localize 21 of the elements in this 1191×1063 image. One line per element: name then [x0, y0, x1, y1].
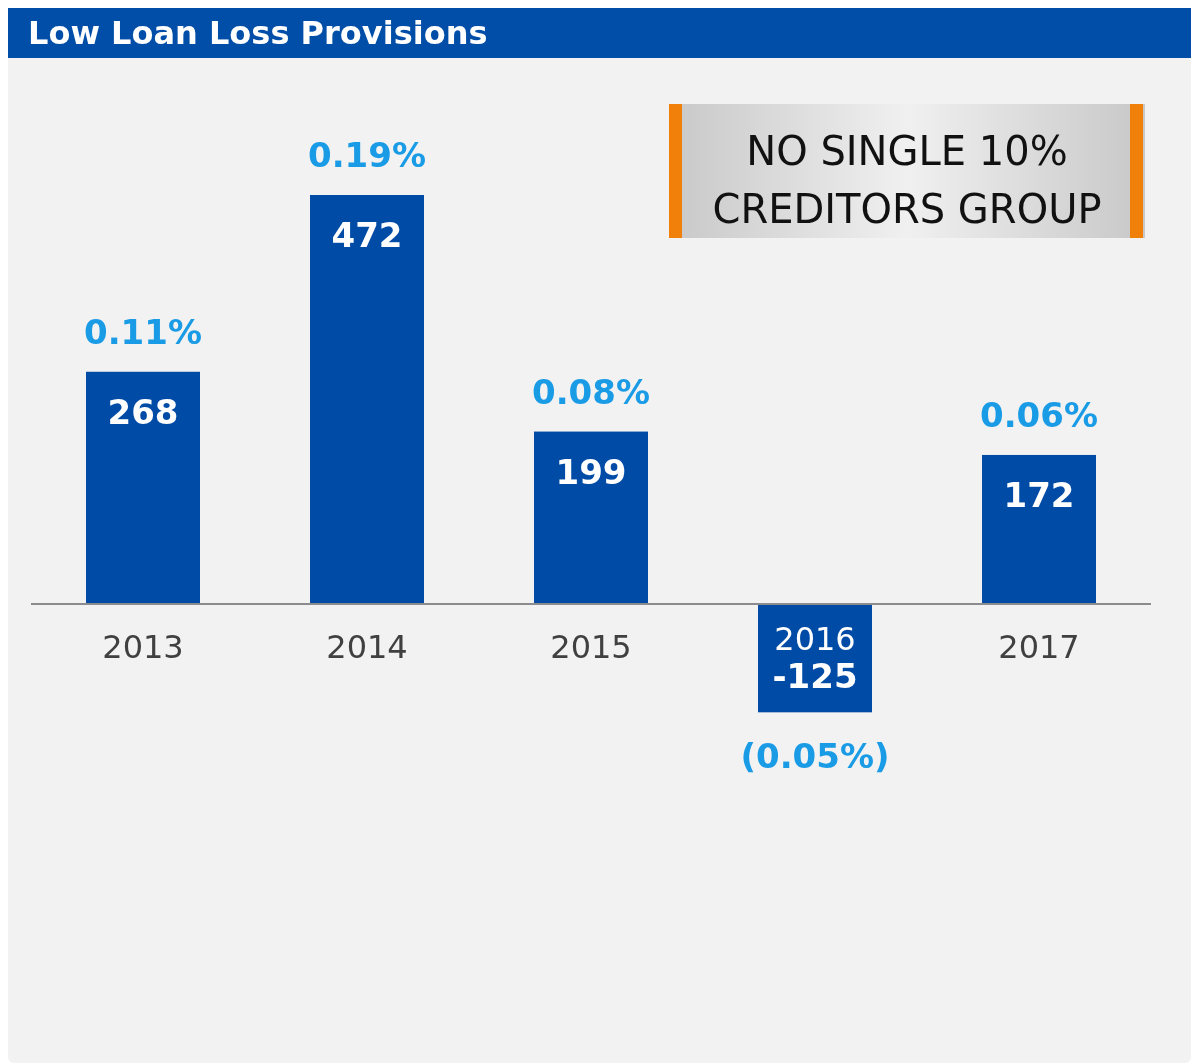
- bar: [982, 454, 1096, 604]
- x-tick-label: 2014: [326, 628, 408, 666]
- annotation: 0.19%: [308, 135, 426, 175]
- data-label: 172: [1003, 474, 1075, 515]
- annotation: NO SINGLE 10% CREDITORS GROUP: [712, 128, 1102, 232]
- annotation: 0.11%: [84, 311, 202, 352]
- x-tick-label: 2013: [102, 628, 184, 666]
- bar: [534, 431, 648, 604]
- x-tick-label: 2016: [774, 620, 856, 658]
- annotation: (0.05%): [740, 736, 890, 777]
- annotation: 0.06%: [980, 394, 1098, 435]
- data-label: -125: [772, 656, 858, 696]
- data-label: 268: [107, 391, 179, 432]
- bar: [310, 195, 424, 604]
- data-label: 472: [331, 215, 403, 255]
- x-tick-label: 2015: [550, 628, 632, 666]
- chart-title: Low Loan Loss Provisions: [28, 14, 488, 52]
- x-tick-label: 2017: [998, 628, 1080, 666]
- bar: [86, 371, 200, 604]
- data-label: 199: [555, 451, 627, 492]
- annotation: 0.08%: [532, 371, 650, 412]
